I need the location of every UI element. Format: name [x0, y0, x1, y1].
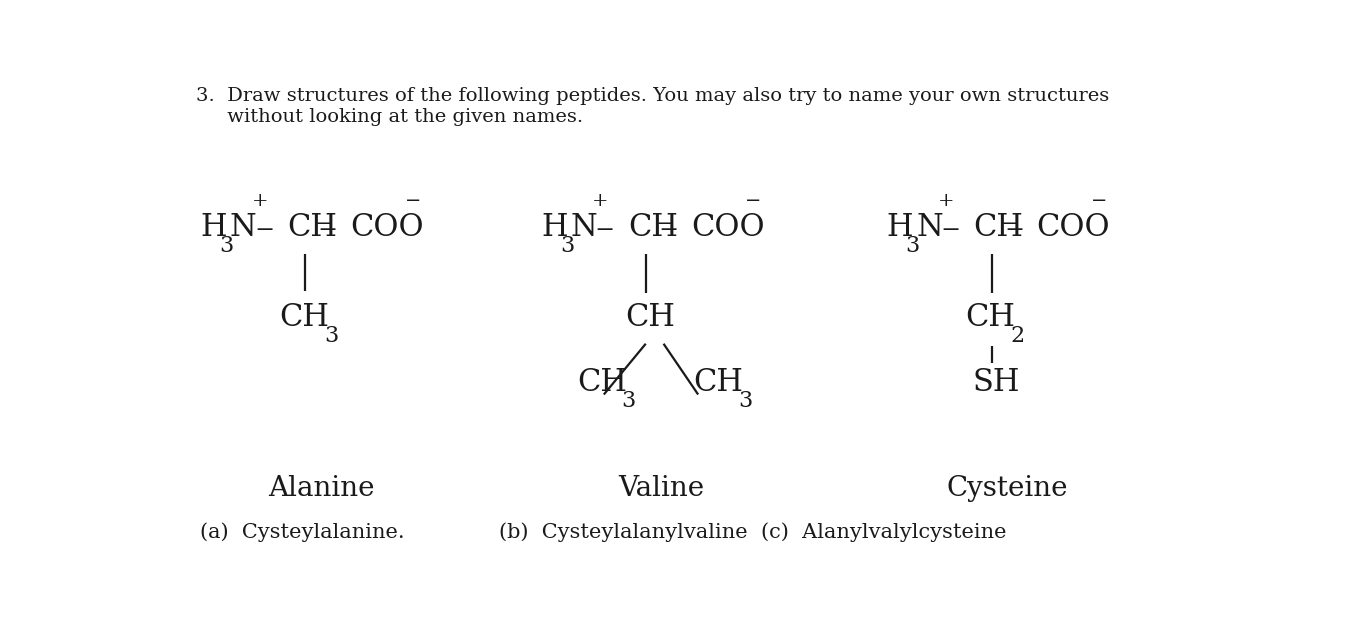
Text: COO: COO: [691, 212, 764, 243]
Text: –: –: [256, 210, 273, 245]
Text: Cysteine: Cysteine: [946, 475, 1068, 502]
Text: –: –: [941, 210, 960, 245]
Text: 3.  Draw structures of the following peptides. You may also try to name your own: 3. Draw structures of the following pept…: [196, 87, 1110, 126]
Text: +: +: [592, 192, 608, 210]
Text: CH: CH: [625, 301, 675, 333]
Text: 3: 3: [219, 235, 234, 257]
Text: CH: CH: [692, 367, 742, 398]
Text: (a)  Cysteylalanine.: (a) Cysteylalanine.: [200, 522, 406, 542]
Text: 2: 2: [1010, 325, 1025, 347]
Text: CH: CH: [627, 212, 677, 243]
Text: –: –: [319, 210, 337, 245]
Text: Alanine: Alanine: [268, 475, 375, 502]
Text: +: +: [251, 192, 268, 210]
Text: H: H: [541, 212, 568, 243]
Text: N: N: [571, 212, 598, 243]
Text: –: –: [660, 210, 677, 245]
Text: CH: CH: [288, 212, 337, 243]
Text: Valine: Valine: [618, 475, 704, 502]
Text: 3: 3: [906, 235, 919, 257]
Text: CH: CH: [279, 301, 329, 333]
Text: CH: CH: [577, 367, 627, 398]
Text: H: H: [887, 212, 913, 243]
Text: CH: CH: [973, 212, 1023, 243]
Text: 3: 3: [324, 325, 338, 347]
Text: 3: 3: [560, 235, 575, 257]
Text: –: –: [595, 210, 614, 245]
Text: COO: COO: [350, 212, 425, 243]
Text: (b)  Cysteylalanylvaline: (b) Cysteylalanylvaline: [499, 522, 748, 542]
Text: CH: CH: [965, 301, 1015, 333]
Text: –: –: [1005, 210, 1023, 245]
Text: −: −: [1091, 192, 1107, 210]
Text: −: −: [404, 192, 420, 210]
Text: N: N: [230, 212, 257, 243]
Text: (c)  Alanylvalylcysteine: (c) Alanylvalylcysteine: [761, 522, 1006, 542]
Text: 3: 3: [738, 390, 752, 412]
Text: N: N: [917, 212, 942, 243]
Text: +: +: [938, 192, 955, 210]
Text: 3: 3: [622, 390, 635, 412]
Text: COO: COO: [1037, 212, 1110, 243]
Text: SH: SH: [972, 367, 1019, 398]
Text: −: −: [745, 192, 761, 210]
Text: H: H: [200, 212, 227, 243]
